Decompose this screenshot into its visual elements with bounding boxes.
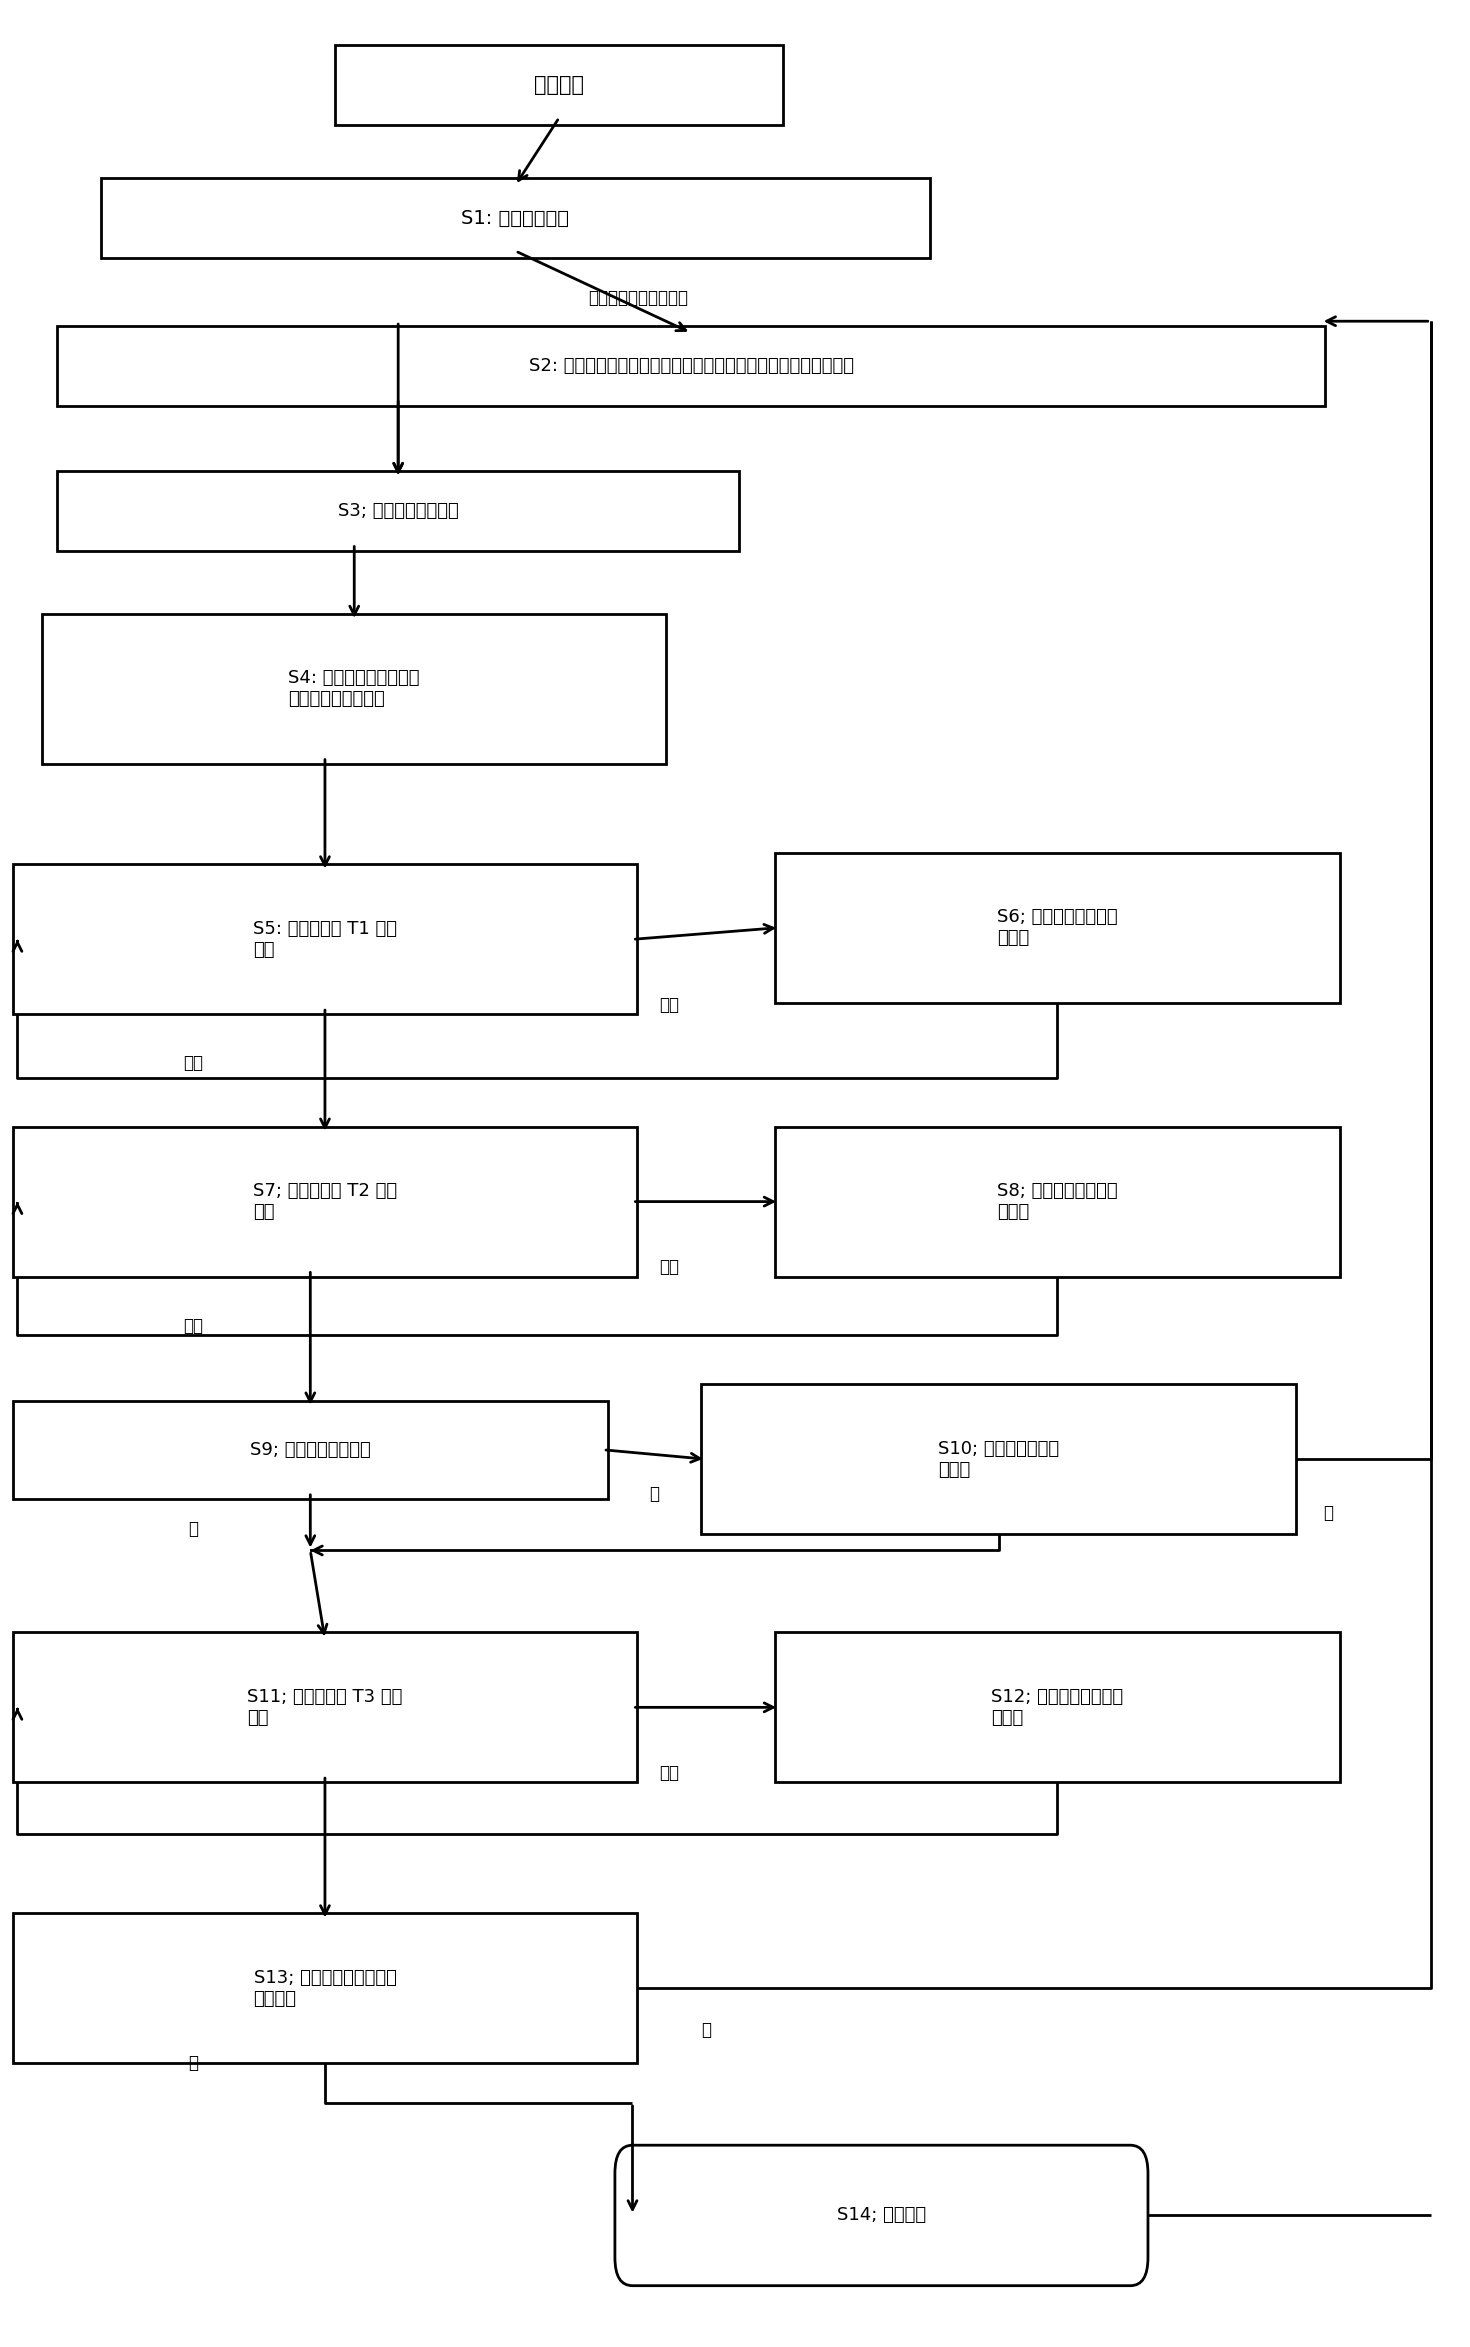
FancyBboxPatch shape bbox=[775, 852, 1339, 1002]
Text: 出水温度小于设定温度: 出水温度小于设定温度 bbox=[588, 289, 688, 307]
FancyBboxPatch shape bbox=[13, 864, 637, 1014]
Text: 不等: 不等 bbox=[659, 1765, 679, 1781]
FancyBboxPatch shape bbox=[701, 1385, 1297, 1535]
FancyBboxPatch shape bbox=[335, 45, 784, 124]
FancyBboxPatch shape bbox=[13, 1127, 637, 1277]
Text: S2: 压缩机容量，第一，第二，第三电子膨胀阀开度初始设定状态: S2: 压缩机容量，第一，第二，第三电子膨胀阀开度初始设定状态 bbox=[529, 357, 854, 376]
Text: 否: 否 bbox=[1323, 1504, 1333, 1521]
Text: S3; 预设初始时间间隔: S3; 预设初始时间间隔 bbox=[338, 502, 459, 521]
FancyBboxPatch shape bbox=[43, 615, 666, 763]
Text: S11; 比较过热度 T3 与设
定值: S11; 比较过热度 T3 与设 定值 bbox=[247, 1687, 403, 1727]
Text: 等于: 等于 bbox=[184, 1317, 203, 1335]
Text: S1: 检测出水温度: S1: 检测出水温度 bbox=[462, 209, 569, 228]
Text: S10; 是否满足补气预
设条件: S10; 是否满足补气预 设条件 bbox=[938, 1439, 1060, 1479]
FancyBboxPatch shape bbox=[614, 2145, 1148, 2286]
Text: 不等: 不等 bbox=[659, 995, 679, 1014]
Text: S8; 调整第二电子膨胀
阀开度: S8; 调整第二电子膨胀 阀开度 bbox=[997, 1183, 1117, 1220]
Text: S14; 停止补气: S14; 停止补气 bbox=[836, 2206, 926, 2225]
Text: 否: 否 bbox=[650, 1486, 660, 1504]
Text: S4: 比较冷凝温度与设定
值，改变压缩机容量: S4: 比较冷凝温度与设定 值，改变压缩机容量 bbox=[288, 669, 420, 709]
FancyBboxPatch shape bbox=[775, 1634, 1339, 1781]
Text: 不等: 不等 bbox=[659, 1258, 679, 1277]
FancyBboxPatch shape bbox=[13, 1913, 637, 2063]
Text: S9; 是否处于补气状态: S9; 是否处于补气状态 bbox=[250, 1441, 370, 1460]
FancyBboxPatch shape bbox=[57, 472, 739, 552]
Text: S6; 调整第一电子膨胀
阀开度: S6; 调整第一电子膨胀 阀开度 bbox=[997, 908, 1117, 948]
Text: S13; 是否满足停止补气，
预设条件: S13; 是否满足停止补气， 预设条件 bbox=[253, 1969, 397, 2007]
Text: S7; 比较过热度 T2 与设
定值: S7; 比较过热度 T2 与设 定值 bbox=[253, 1183, 397, 1220]
Text: 等于: 等于 bbox=[184, 1054, 203, 1073]
Text: S5: 比较过冷度 T1 与设
定值: S5: 比较过冷度 T1 与设 定值 bbox=[253, 920, 397, 960]
Text: 机组通电: 机组通电 bbox=[534, 75, 584, 94]
FancyBboxPatch shape bbox=[57, 326, 1324, 406]
FancyBboxPatch shape bbox=[13, 1634, 637, 1781]
Text: 否: 否 bbox=[701, 2021, 710, 2040]
FancyBboxPatch shape bbox=[101, 178, 929, 258]
FancyBboxPatch shape bbox=[13, 1401, 607, 1500]
Text: 是: 是 bbox=[188, 1521, 198, 1537]
Text: S12; 调整跌三电子膨胀
阀开度: S12; 调整跌三电子膨胀 阀开度 bbox=[991, 1687, 1123, 1727]
Text: 是: 是 bbox=[188, 2054, 198, 2072]
FancyBboxPatch shape bbox=[775, 1127, 1339, 1277]
